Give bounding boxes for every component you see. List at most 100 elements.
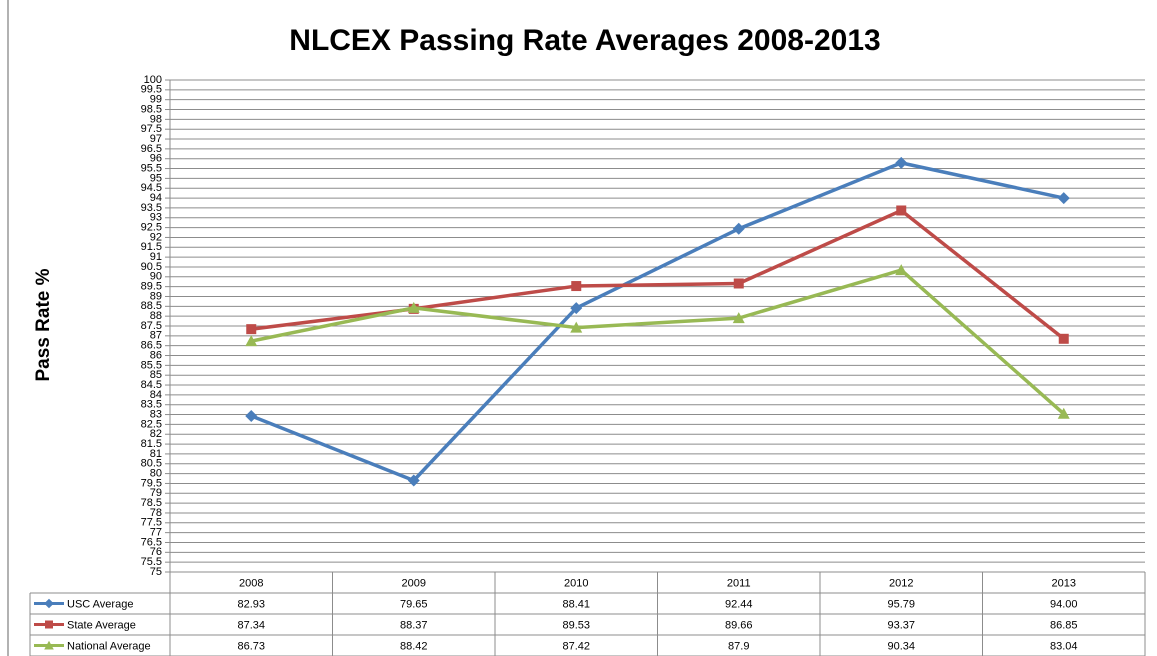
data-label: 88.42 (400, 640, 428, 652)
data-label: 95.79 (887, 598, 915, 610)
x-tick-label: 2009 (402, 577, 426, 589)
legend-label: State Average (67, 619, 136, 631)
data-label: 89.53 (562, 619, 590, 631)
y-tick-label: 82.5 (141, 418, 162, 430)
data-point (246, 324, 257, 335)
y-tick-label: 83 (150, 408, 162, 420)
data-point (896, 205, 907, 216)
data-point (732, 222, 745, 235)
y-tick-label: 98 (150, 113, 162, 125)
data-label: 86.85 (1050, 619, 1078, 631)
y-tick-label: 100 (144, 74, 162, 86)
data-label: 92.44 (725, 598, 753, 610)
y-tick-label: 89 (150, 290, 162, 302)
y-tick-label: 82 (150, 428, 162, 440)
y-tick-label: 80.5 (141, 458, 162, 470)
data-point (570, 302, 583, 315)
data-point (895, 264, 908, 276)
y-tick-label: 95.5 (141, 162, 162, 174)
data-point (245, 409, 258, 422)
y-tick-label: 88 (150, 310, 162, 322)
data-label: 87.34 (237, 619, 265, 631)
y-tick-label: 94.5 (141, 182, 162, 194)
data-label: 89.66 (725, 619, 753, 631)
y-tick-label: 91.5 (141, 241, 162, 253)
y-tick-label: 93.5 (141, 202, 162, 214)
data-point (245, 335, 258, 347)
y-tick-label: 92 (150, 231, 162, 243)
y-tick-label: 96.5 (141, 143, 162, 155)
y-axis-label: Pass Rate % (33, 268, 54, 381)
y-tick-label: 87 (150, 330, 162, 342)
series-line (250, 268, 1065, 416)
x-tick-label: 2011 (727, 577, 751, 589)
y-tick-label: 78.5 (141, 497, 162, 509)
y-tick-label: 77 (150, 527, 162, 539)
data-label: 90.34 (887, 640, 915, 652)
y-tick-label: 85.5 (141, 359, 162, 371)
x-tick-label: 2013 (1052, 577, 1076, 589)
series-line (251, 208, 1065, 341)
data-point (407, 301, 420, 313)
y-tick-label: 91 (150, 251, 162, 263)
data-label: 88.37 (400, 619, 428, 631)
data-label: 86.73 (237, 640, 265, 652)
data-label: 88.41 (562, 598, 590, 610)
y-tick-label: 97 (150, 133, 162, 145)
data-label: 94.00 (1050, 598, 1078, 610)
data-point (1057, 192, 1070, 205)
y-tick-label: 87.5 (141, 320, 162, 332)
legend-marker (45, 620, 53, 629)
series-line (250, 161, 1065, 483)
y-tick-label: 80 (150, 468, 162, 480)
y-tick-label: 86 (150, 349, 162, 361)
y-tick-label: 77.5 (141, 517, 162, 529)
y-tick-label: 86.5 (141, 340, 162, 352)
y-tick-label: 85 (150, 369, 162, 381)
x-tick-label: 2008 (239, 577, 263, 589)
data-label: 82.93 (237, 598, 265, 610)
y-tick-label: 90 (150, 271, 162, 283)
y-tick-label: 95 (150, 172, 162, 184)
y-tick-label: 97.5 (141, 123, 162, 135)
chart-title: NLCEX Passing Rate Averages 2008-2013 (289, 24, 880, 57)
x-tick-label: 2010 (564, 577, 588, 589)
data-label: 87.42 (562, 640, 590, 652)
y-tick-label: 90.5 (141, 261, 162, 273)
data-point (407, 474, 420, 487)
legend-marker (44, 598, 54, 609)
y-tick-label: 81 (150, 448, 162, 460)
x-tick-label: 2012 (889, 577, 913, 589)
data-label: 93.37 (887, 619, 915, 631)
y-tick-label: 98.5 (141, 103, 162, 115)
y-tick-label: 78 (150, 507, 162, 519)
y-tick-label: 76.5 (141, 536, 162, 548)
y-tick-label: 99 (150, 94, 162, 106)
y-tick-label: 94 (150, 192, 162, 204)
data-point (571, 281, 582, 292)
data-point (1057, 407, 1070, 419)
legend-label: National Average (67, 640, 151, 652)
y-tick-label: 96 (150, 153, 162, 165)
y-tick-label: 79.5 (141, 477, 162, 489)
y-tick-label: 75.5 (141, 556, 162, 568)
y-tick-label: 79 (150, 487, 162, 499)
y-tick-label: 76 (150, 546, 162, 558)
y-tick-label: 75 (150, 566, 162, 578)
y-tick-label: 81.5 (141, 438, 162, 450)
data-point (1058, 333, 1069, 344)
y-tick-label: 93 (150, 212, 162, 224)
y-tick-label: 89.5 (141, 281, 162, 293)
data-label: 87.9 (728, 640, 749, 652)
y-tick-label: 99.5 (141, 84, 162, 96)
data-label: 83.04 (1050, 640, 1078, 652)
legend-label: USC Average (67, 598, 133, 610)
data-label: 79.65 (400, 598, 428, 610)
data-point (895, 156, 908, 169)
data-point (732, 312, 745, 324)
legend-marker (44, 640, 54, 650)
y-tick-label: 92.5 (141, 222, 162, 234)
data-point (570, 321, 583, 333)
y-tick-label: 84.5 (141, 379, 162, 391)
